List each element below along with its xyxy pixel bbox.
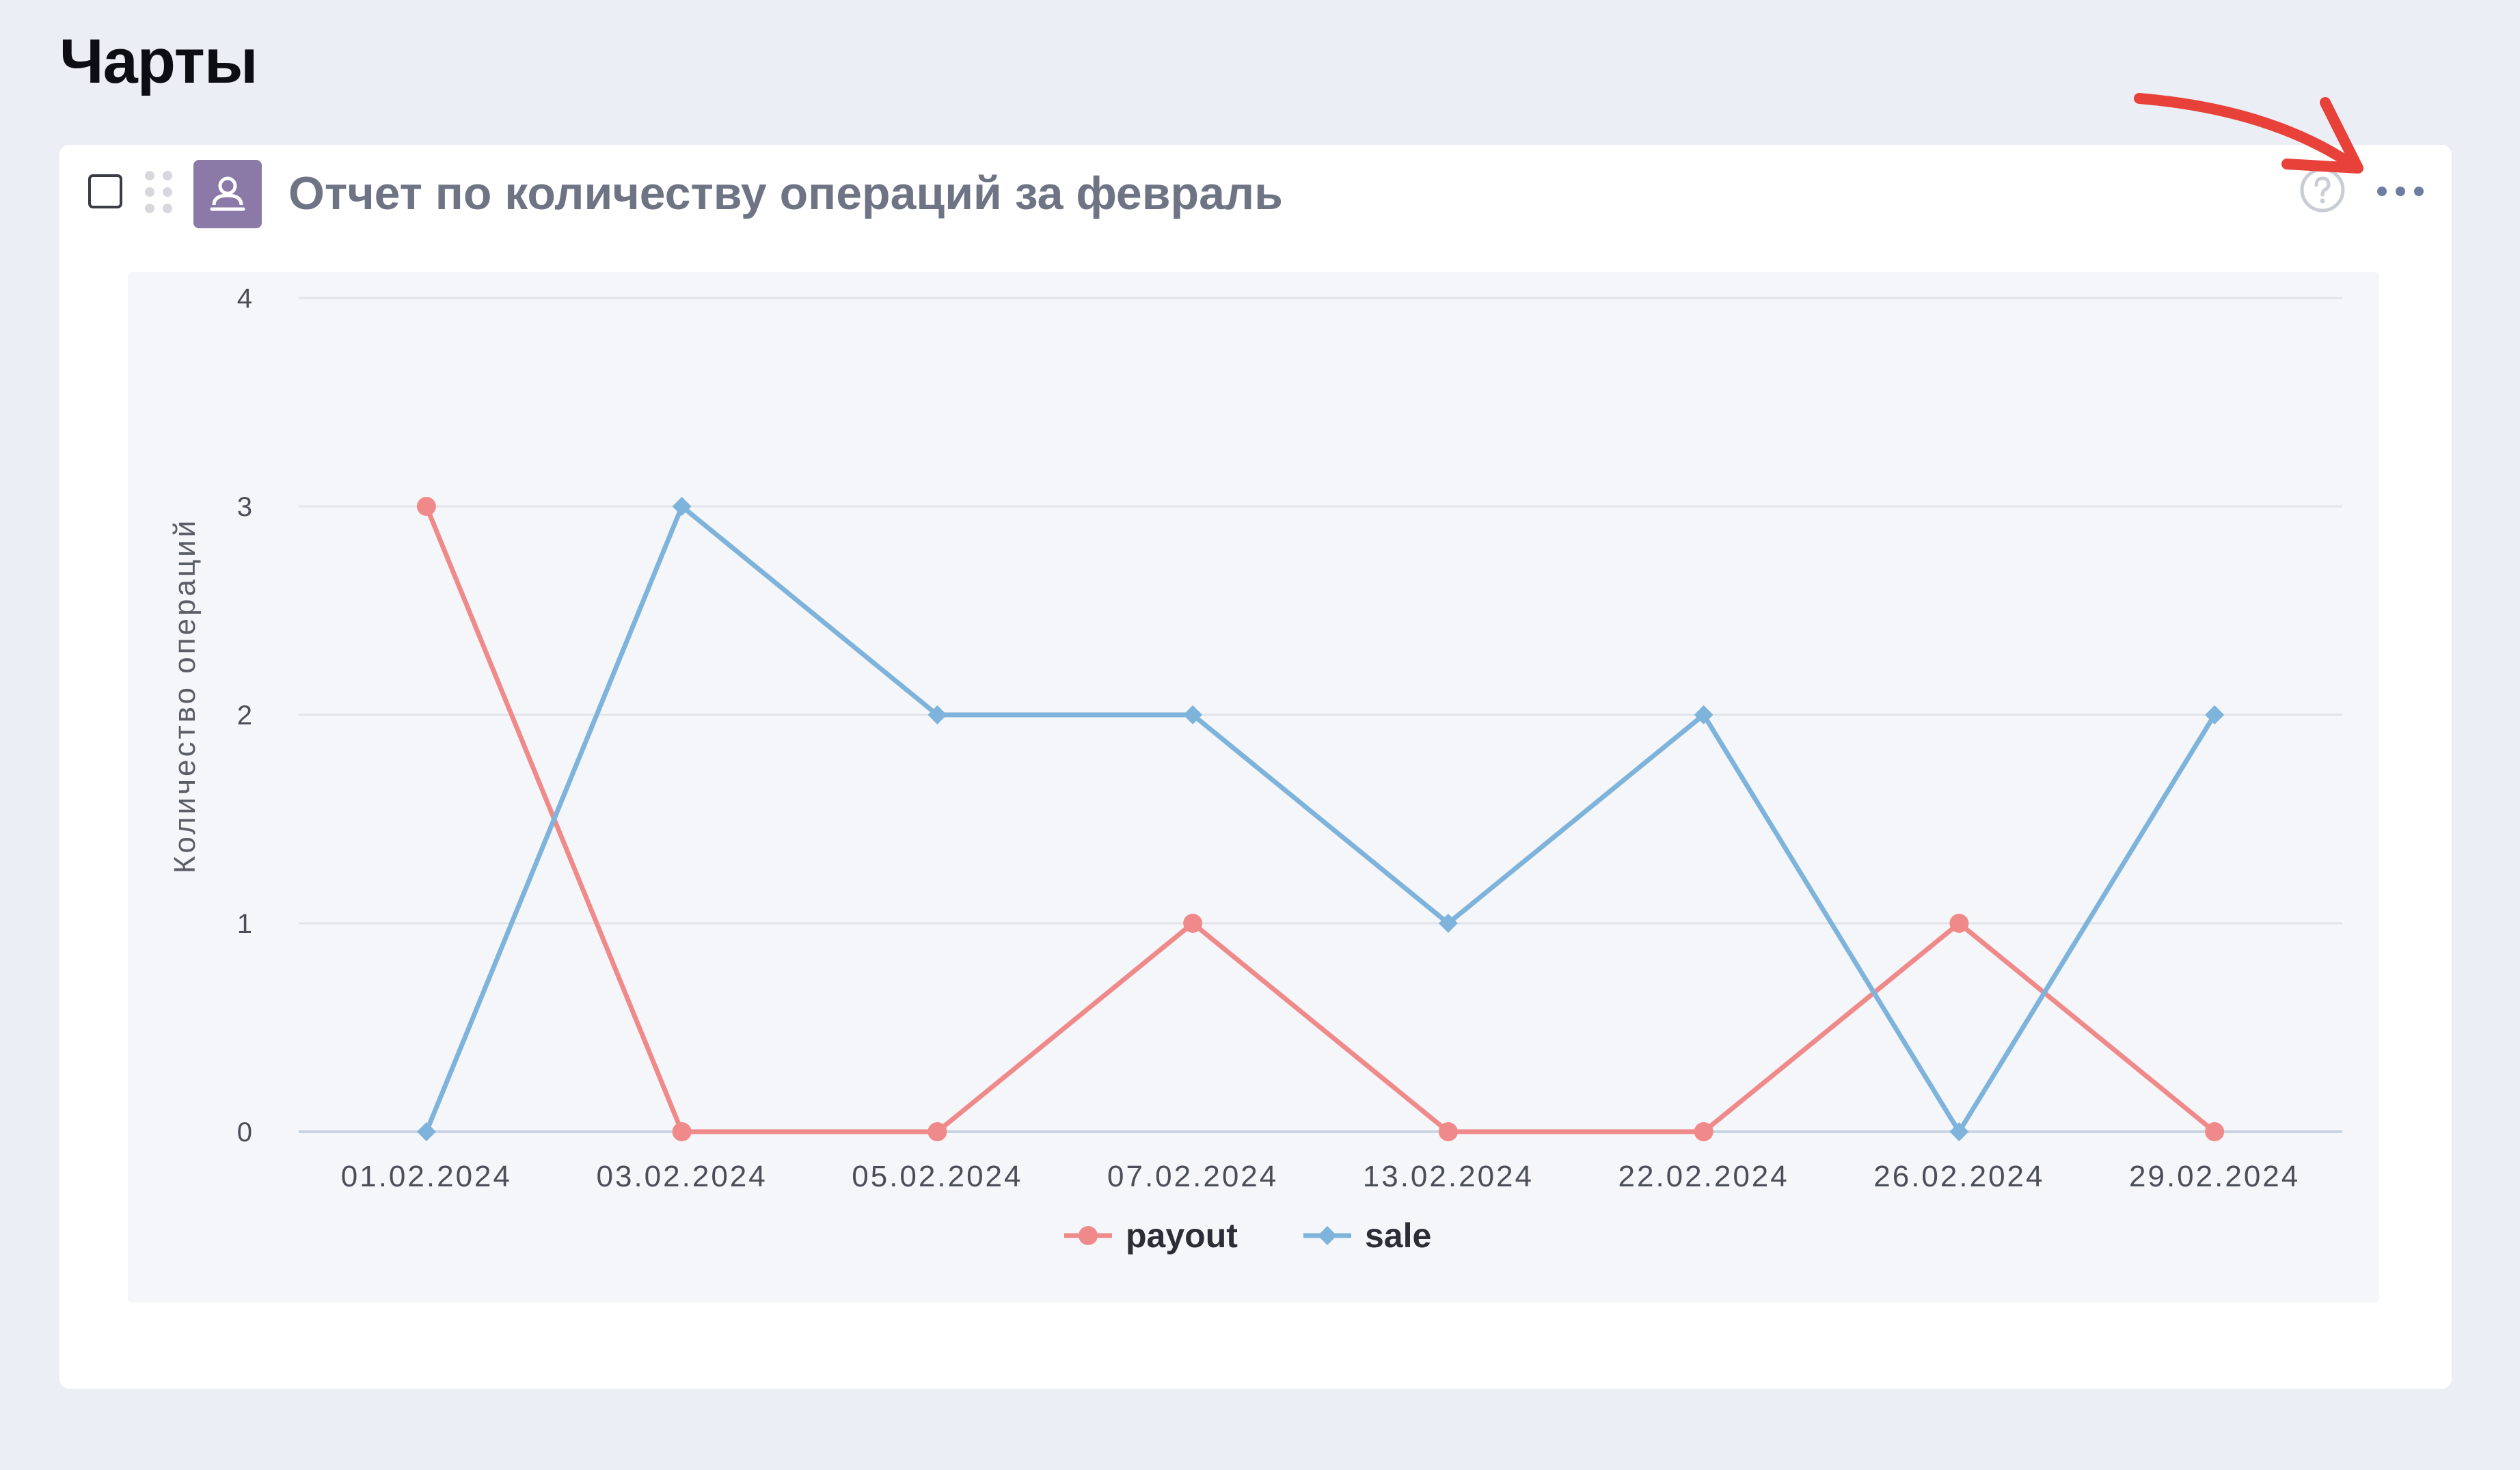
- data-point-payout: [416, 497, 436, 516]
- y-tick-label: 1: [237, 909, 252, 939]
- data-point-payout: [1438, 1122, 1458, 1141]
- y-tick-label: 3: [237, 492, 252, 522]
- y-tick-label: 4: [237, 284, 252, 314]
- x-tick-label: 03.02.2024: [597, 1160, 768, 1193]
- x-tick-label: 01.02.2024: [341, 1160, 512, 1193]
- x-tick-label: 22.02.2024: [1618, 1160, 1789, 1193]
- card-header: Отчет по количеству операций за февраль: [59, 145, 2452, 254]
- x-tick-label: 05.02.2024: [852, 1160, 1022, 1193]
- data-point-payout: [1694, 1122, 1713, 1141]
- y-axis-label: Количество операций: [168, 518, 202, 874]
- data-point-payout: [2205, 1122, 2225, 1141]
- data-point-sale: [1694, 705, 1713, 724]
- legend-marker-payout: [1079, 1226, 1098, 1245]
- data-point-payout: [1949, 914, 1969, 933]
- user-report-icon: [193, 160, 262, 228]
- y-tick-label: 2: [237, 700, 252, 731]
- y-tick-label: 0: [237, 1117, 252, 1147]
- chart-area: Количество операций 0 1 2 3 4 01.02.2024 03.0…: [128, 272, 2379, 1303]
- data-point-sale: [1183, 705, 1203, 724]
- x-tick-label: 29.02.2024: [2129, 1160, 2300, 1193]
- data-point-payout: [927, 1122, 947, 1141]
- select-checkbox[interactable]: [88, 174, 122, 208]
- data-point-sale: [672, 497, 692, 516]
- chart-card: Отчет по количеству операций за февраль …: [59, 145, 2452, 1389]
- series-line-sale: [424, 504, 2217, 1134]
- data-point-sale: [1949, 1122, 1969, 1141]
- data-point-payout: [1183, 914, 1203, 933]
- series-line-payout: [424, 505, 2217, 1134]
- data-point-sale: [416, 1122, 436, 1141]
- data-point-payout: [672, 1122, 692, 1141]
- page-title: Чарты: [59, 27, 258, 96]
- legend-label-payout: payout: [1126, 1216, 1238, 1255]
- more-horizontal-icon[interactable]: [2370, 179, 2431, 204]
- data-point-sale: [1438, 914, 1458, 933]
- legend-marker-sale: [1318, 1226, 1337, 1245]
- legend-label-sale: sale: [1365, 1216, 1431, 1255]
- x-tick-label: 07.02.2024: [1107, 1160, 1278, 1193]
- data-point-sale: [2205, 705, 2225, 724]
- line-chart: Количество операций 0 1 2 3 4 01.02.2024 03.0…: [168, 284, 2342, 1255]
- card-title: Отчет по количеству операций за февраль: [288, 167, 1283, 219]
- drag-handle-icon[interactable]: [145, 171, 172, 213]
- x-tick-label: 13.02.2024: [1363, 1160, 1534, 1193]
- annotation-arrow: [2134, 93, 2363, 174]
- data-point-sale: [927, 705, 947, 724]
- x-tick-label: 26.02.2024: [1873, 1160, 2044, 1193]
